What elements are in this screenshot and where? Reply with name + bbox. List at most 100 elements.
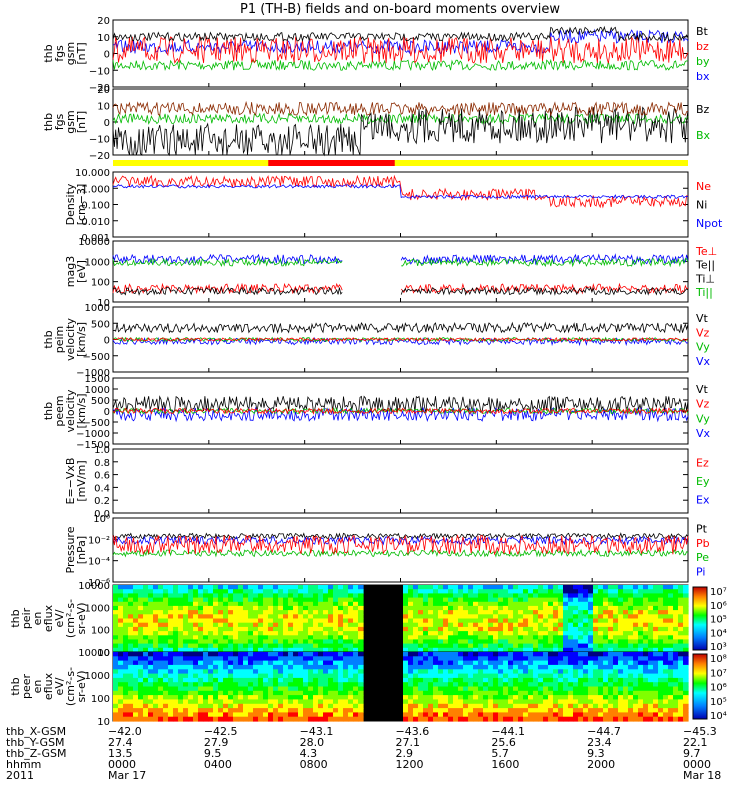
spectrogram-cell <box>173 601 179 607</box>
spectrogram-cell <box>358 589 364 594</box>
spectrogram-cell <box>323 682 329 688</box>
spectrogram-cell <box>663 622 669 628</box>
spectrogram-cell <box>588 699 594 705</box>
spectrogram-cell <box>503 690 509 696</box>
spectrogram-cell <box>573 673 579 679</box>
spectrogram-cell <box>283 690 289 696</box>
spectrogram-cell <box>463 610 469 615</box>
spectrogram-cell <box>568 631 574 636</box>
spectrogram-cell <box>463 626 469 632</box>
orbit-value: 23.4 <box>587 736 612 749</box>
spectrogram-cell <box>253 618 259 624</box>
spectrogram-cell <box>323 716 329 722</box>
spectrogram-cell <box>208 656 214 662</box>
spectrogram-cell <box>678 601 684 607</box>
spectrogram-cell <box>308 631 314 636</box>
spectrogram-cell <box>443 695 449 700</box>
spectrogram-cell <box>623 703 629 709</box>
spectrogram-cell <box>403 686 409 692</box>
spectrogram-cell <box>548 708 554 713</box>
spectrogram-cell <box>463 673 469 679</box>
spectrogram-cell <box>148 669 154 675</box>
spectrogram-cell <box>173 669 179 675</box>
spectrogram-cell <box>238 703 244 709</box>
spectrogram-cell <box>658 605 664 611</box>
mode-bar-fast <box>268 160 395 166</box>
spectrogram-cell <box>233 643 239 649</box>
spectrogram-cell <box>408 635 414 641</box>
y-axis-label-line: gsm <box>64 110 77 133</box>
spectrogram-cell <box>208 695 214 700</box>
spectrogram-cell <box>533 597 539 603</box>
spectrogram-cell <box>138 589 144 594</box>
spectrogram-cell <box>338 652 344 657</box>
spectrogram-cell <box>473 614 479 620</box>
spectrogram-cell <box>468 601 474 607</box>
spectrogram-cell <box>283 589 289 594</box>
spectrogram-cell <box>213 614 219 620</box>
spectrogram-cell <box>633 589 639 594</box>
spectrogram-cell <box>433 622 439 628</box>
spectrogram-cell <box>318 669 324 675</box>
spectrogram-cell <box>598 699 604 705</box>
spectrogram-cell <box>248 618 254 624</box>
spectrogram-cell <box>638 677 644 683</box>
spectrogram-cell <box>323 652 329 657</box>
spectrogram-cell <box>428 601 434 607</box>
spectrogram-cell <box>248 605 254 611</box>
spectrogram-cell <box>423 597 429 603</box>
spectrogram-cell <box>223 631 229 636</box>
spectrogram-cell <box>408 614 414 620</box>
spectrogram-cell <box>218 695 224 700</box>
spectrogram-cell <box>338 695 344 700</box>
spectrogram-cell <box>343 664 349 670</box>
spectrogram-cell <box>258 626 264 632</box>
spectrogram-cell <box>303 708 309 713</box>
spectrogram-cell <box>153 716 159 722</box>
spectrogram-cell <box>138 652 144 657</box>
spectrogram-cell <box>303 593 309 599</box>
spectrogram-cell <box>613 622 619 628</box>
spectrogram-cell <box>668 716 674 722</box>
spectrogram-cell <box>653 699 659 705</box>
spectrogram-cell <box>243 695 249 700</box>
spectrogram-cell <box>598 695 604 700</box>
spectrogram-cell <box>668 708 674 713</box>
spectrogram-cell <box>438 585 444 590</box>
spectrogram-cell <box>473 597 479 603</box>
orbit-value: 9.7 <box>683 747 701 760</box>
spectrogram-cell <box>683 664 689 670</box>
spectrogram-cell <box>168 703 174 709</box>
spectrogram-cell <box>518 716 524 722</box>
spectrogram-cell <box>518 652 524 657</box>
spectrogram-cell <box>603 639 609 645</box>
spectrogram-cell <box>153 686 159 692</box>
spectrogram-cell <box>258 669 264 675</box>
spectrogram-cell <box>213 652 219 657</box>
spectrogram-cell <box>188 716 194 722</box>
spectrogram-cell <box>653 703 659 709</box>
spectrogram-cell <box>468 589 474 594</box>
spectrogram-cell <box>303 656 309 662</box>
trace-vt <box>112 321 689 334</box>
spectrogram-cell <box>643 677 649 683</box>
spectrogram-cell <box>358 652 364 657</box>
spectrogram-cell <box>543 699 549 705</box>
spectrogram-cell <box>473 673 479 679</box>
spectrogram-cell <box>528 622 534 628</box>
spectrogram-cell <box>533 589 539 594</box>
spectrogram-cell <box>148 690 154 696</box>
spectrogram-cell <box>468 716 474 722</box>
spectrogram-cell <box>598 618 604 624</box>
spectrogram-cell <box>553 589 559 594</box>
spectrogram-cell <box>653 631 659 636</box>
spectrogram-cell <box>408 585 414 590</box>
spectrogram-cell <box>588 597 594 603</box>
spectrogram-cell <box>263 652 269 657</box>
spectrogram-cell <box>523 643 529 649</box>
spectrogram-cell <box>353 647 359 653</box>
spectrogram-cell <box>233 703 239 709</box>
spectrogram-cell <box>593 695 599 700</box>
spectrogram-cell <box>283 639 289 645</box>
